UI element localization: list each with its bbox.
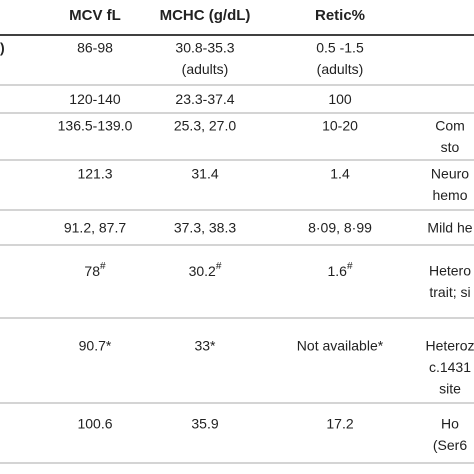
cell-text: 100.6	[77, 416, 112, 432]
cell-text: (adults)	[317, 61, 364, 77]
cell-text: 31.4	[191, 166, 218, 182]
cell-text: Mild he	[427, 220, 472, 236]
cell-text: sto	[441, 139, 460, 155]
cell-superscript: #	[347, 261, 353, 272]
cell-text: 86-98	[77, 40, 113, 56]
cell-text: Ho	[441, 416, 459, 432]
cell-text: Neuro	[431, 166, 469, 182]
cell-text: 35.9	[191, 416, 218, 432]
cell-text: 100	[328, 91, 352, 107]
cell-text: 91.2, 87.7	[64, 220, 126, 236]
cell-text: c.1431	[429, 359, 471, 375]
cell-text: Hetero	[429, 263, 471, 279]
cell-text: 25.3, 27.0	[174, 118, 236, 134]
cell-value: 30.2	[189, 263, 216, 279]
cell-text: hemo	[432, 187, 467, 203]
cell-text: 78#	[84, 261, 106, 279]
cell-text: 121.3	[77, 166, 112, 182]
cell-text: Com	[435, 118, 465, 134]
cell-text: Heteroz	[425, 338, 474, 354]
cell-text: 37.3, 38.3	[174, 220, 236, 236]
cell-text: 1.6#	[327, 261, 352, 279]
cell-text: 10-20	[322, 118, 358, 134]
cell-value: 1.6	[327, 263, 347, 279]
cell-superscript: #	[100, 261, 106, 272]
header-cell: MCV fL	[69, 7, 121, 24]
cell-text: (Ser6	[433, 437, 467, 453]
cell-text: 8·09, 8·99	[308, 220, 372, 236]
header-cell: MCHC (g/dL)	[160, 7, 251, 24]
cell-text: 23.3-37.4	[175, 91, 234, 107]
header-cell: Retic%	[315, 7, 365, 24]
cell-text: 33*	[194, 338, 216, 354]
cell-superscript: #	[216, 261, 222, 272]
cell-text: 90.7*	[79, 338, 112, 354]
cell-text: 136.5-139.0	[58, 118, 133, 134]
side-mark: )	[0, 40, 5, 56]
cell-text: 120-140	[69, 91, 121, 107]
cell-text: site	[439, 381, 461, 397]
cell-text: (adults)	[182, 61, 229, 77]
cell-text: 17.2	[326, 416, 353, 432]
cell-text: 0.5 -1.5	[316, 40, 364, 56]
cell-text: Not available*	[297, 338, 384, 354]
cell-text: 30.2#	[189, 261, 222, 279]
cell-text: 30.8-35.3	[175, 40, 234, 56]
cell-text: 1.4	[330, 166, 350, 182]
cell-value: 78	[84, 263, 100, 279]
cell-text: trait; si	[429, 284, 470, 300]
